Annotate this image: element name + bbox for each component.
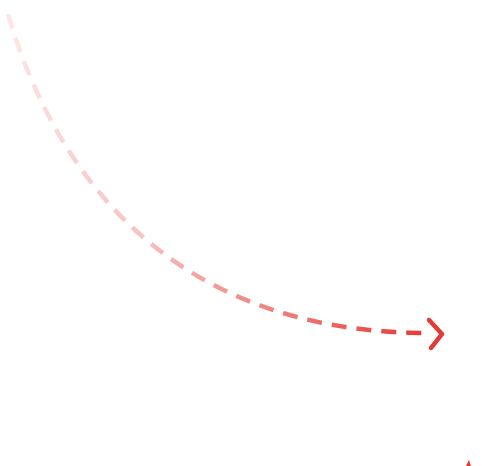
arrow-head xyxy=(426,317,445,351)
dashed-curve xyxy=(5,13,423,336)
corner-mark xyxy=(466,460,471,466)
